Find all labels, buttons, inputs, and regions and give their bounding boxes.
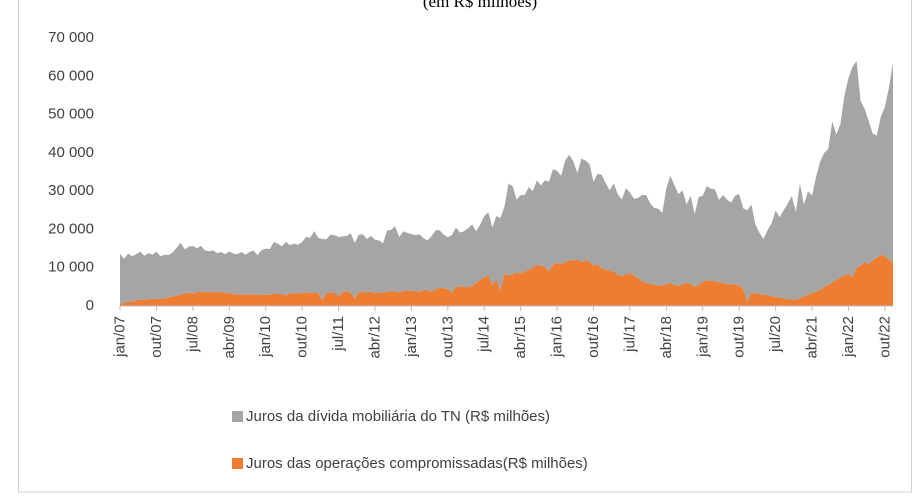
- x-tick-label: out/22: [876, 316, 893, 358]
- x-tick-label: jan/19: [694, 316, 711, 358]
- chart-title: (em R$ milhões): [423, 0, 537, 11]
- x-tick-label: abr/21: [804, 316, 821, 359]
- x-tick-label: out/10: [294, 316, 311, 358]
- x-tick-label: abr/18: [658, 316, 675, 359]
- legend-label: Juros da dívida mobiliária do TN (R$ mil…: [246, 408, 550, 425]
- area: [120, 60, 893, 304]
- x-tick-label: jan/13: [403, 316, 420, 358]
- x-tick-label: abr/12: [366, 316, 383, 359]
- x-tick-label: jul/14: [476, 316, 493, 353]
- x-tick-label: jul/11: [330, 316, 347, 352]
- x-tick-label: jul/17: [621, 316, 638, 353]
- y-tick-label: 40 000: [48, 144, 94, 161]
- y-tick-label: 70 000: [48, 29, 94, 46]
- y-tick-label: 20 000: [48, 220, 94, 237]
- x-tick-label: jan/16: [549, 316, 566, 358]
- x-tick-label: jul/20: [767, 316, 784, 353]
- y-tick-label: 10 000: [48, 259, 94, 276]
- x-tick-label: out/19: [731, 316, 748, 358]
- x-tick-label: abr/15: [512, 316, 529, 359]
- x-tick-label: abr/09: [221, 316, 238, 359]
- frame: [18, 0, 912, 493]
- y-tick-label: 0: [86, 297, 94, 314]
- x-tick-label: out/13: [439, 316, 456, 358]
- x-tick-label: jan/22: [840, 316, 857, 358]
- x-tick-label: jul/08: [184, 316, 201, 353]
- y-tick-label: 50 000: [48, 106, 94, 123]
- legend-swatch: [232, 411, 243, 422]
- legend-label: Juros das operações compromissadas(R$ mi…: [246, 455, 588, 472]
- x-tick-label: jan/10: [257, 316, 274, 358]
- x-tick-label: out/16: [585, 316, 602, 358]
- x-tick-label: jan/07: [112, 316, 129, 358]
- area: [120, 254, 893, 306]
- y-tick-label: 30 000: [48, 182, 94, 199]
- y-tick-label: 60 000: [48, 67, 94, 84]
- legend-swatch: [232, 458, 243, 469]
- x-tick-label: out/07: [148, 316, 165, 358]
